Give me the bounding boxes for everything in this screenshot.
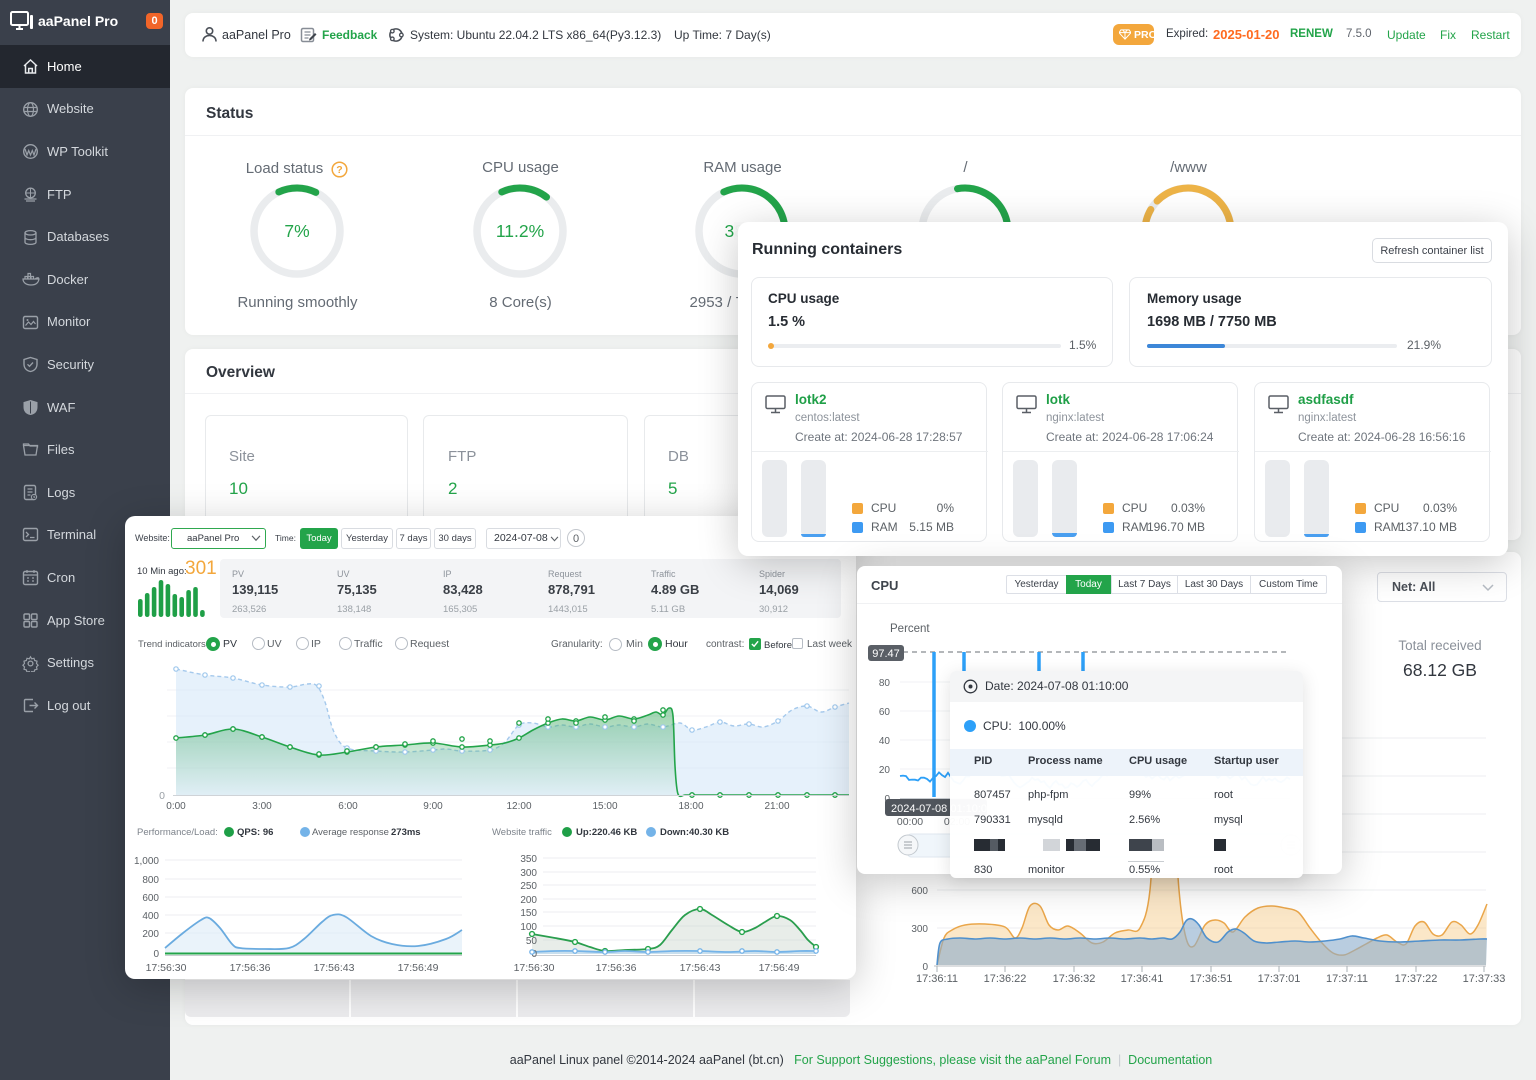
svg-text:17:37:01: 17:37:01	[1258, 973, 1301, 985]
svg-text:17:56:30: 17:56:30	[146, 962, 187, 974]
svg-text:12:00: 12:00	[506, 801, 531, 812]
svg-text:150: 150	[520, 908, 537, 919]
svg-text:Percent: Percent	[890, 623, 930, 635]
svg-text:17:37:11: 17:37:11	[1326, 973, 1368, 985]
svg-text:7%: 7%	[284, 221, 309, 241]
svg-text:0: 0	[531, 949, 537, 960]
svg-text:40: 40	[879, 736, 891, 747]
svg-text:17:36:22: 17:36:22	[984, 973, 1027, 985]
svg-text:15:00: 15:00	[592, 801, 617, 812]
svg-text:20: 20	[879, 765, 891, 776]
svg-text:300: 300	[520, 868, 537, 879]
svg-text:17:56:36: 17:56:36	[596, 962, 637, 974]
svg-text:17:36:41: 17:36:41	[1121, 973, 1164, 985]
svg-text:9:00: 9:00	[423, 801, 443, 812]
svg-text:400: 400	[142, 911, 159, 922]
svg-text:80: 80	[879, 678, 891, 689]
svg-text:17:36:11: 17:36:11	[916, 973, 958, 985]
svg-text:0: 0	[159, 790, 165, 802]
svg-text:17:56:49: 17:56:49	[759, 962, 800, 974]
svg-text:100: 100	[520, 922, 537, 933]
svg-text:200: 200	[520, 895, 537, 906]
svg-text:800: 800	[142, 875, 159, 886]
svg-text:200: 200	[142, 929, 159, 940]
svg-text:50: 50	[526, 936, 538, 947]
svg-text:?: ?	[336, 164, 342, 176]
svg-text:17:36:32: 17:36:32	[1053, 973, 1096, 985]
svg-text:18:00: 18:00	[678, 801, 703, 812]
svg-text:97.47: 97.47	[872, 648, 900, 660]
svg-text:350: 350	[520, 854, 537, 865]
svg-text:1,000: 1,000	[134, 856, 159, 867]
svg-text:17:36:51: 17:36:51	[1190, 973, 1233, 985]
svg-text:11.2%: 11.2%	[496, 221, 544, 241]
svg-text:3:00: 3:00	[252, 801, 272, 812]
svg-text:21:00: 21:00	[764, 801, 789, 812]
svg-text:00:00: 00:00	[897, 816, 923, 828]
svg-text:17:56:30: 17:56:30	[514, 962, 555, 974]
svg-text:17:56:49: 17:56:49	[398, 962, 439, 974]
svg-text:17:56:36: 17:56:36	[230, 962, 271, 974]
svg-text:0: 0	[153, 949, 159, 960]
svg-text:17:56:43: 17:56:43	[314, 962, 355, 974]
svg-text:0: 0	[922, 962, 928, 973]
svg-text:17:37:33: 17:37:33	[1463, 973, 1506, 985]
svg-text:60: 60	[879, 707, 891, 718]
svg-text:300: 300	[911, 924, 928, 935]
svg-text:600: 600	[911, 886, 928, 897]
svg-text:6:00: 6:00	[338, 801, 358, 812]
svg-text:17:56:43: 17:56:43	[680, 962, 721, 974]
svg-text:0:00: 0:00	[166, 801, 186, 812]
svg-text:17:37:22: 17:37:22	[1395, 973, 1438, 985]
svg-text:600: 600	[142, 893, 159, 904]
svg-text:250: 250	[520, 881, 537, 892]
